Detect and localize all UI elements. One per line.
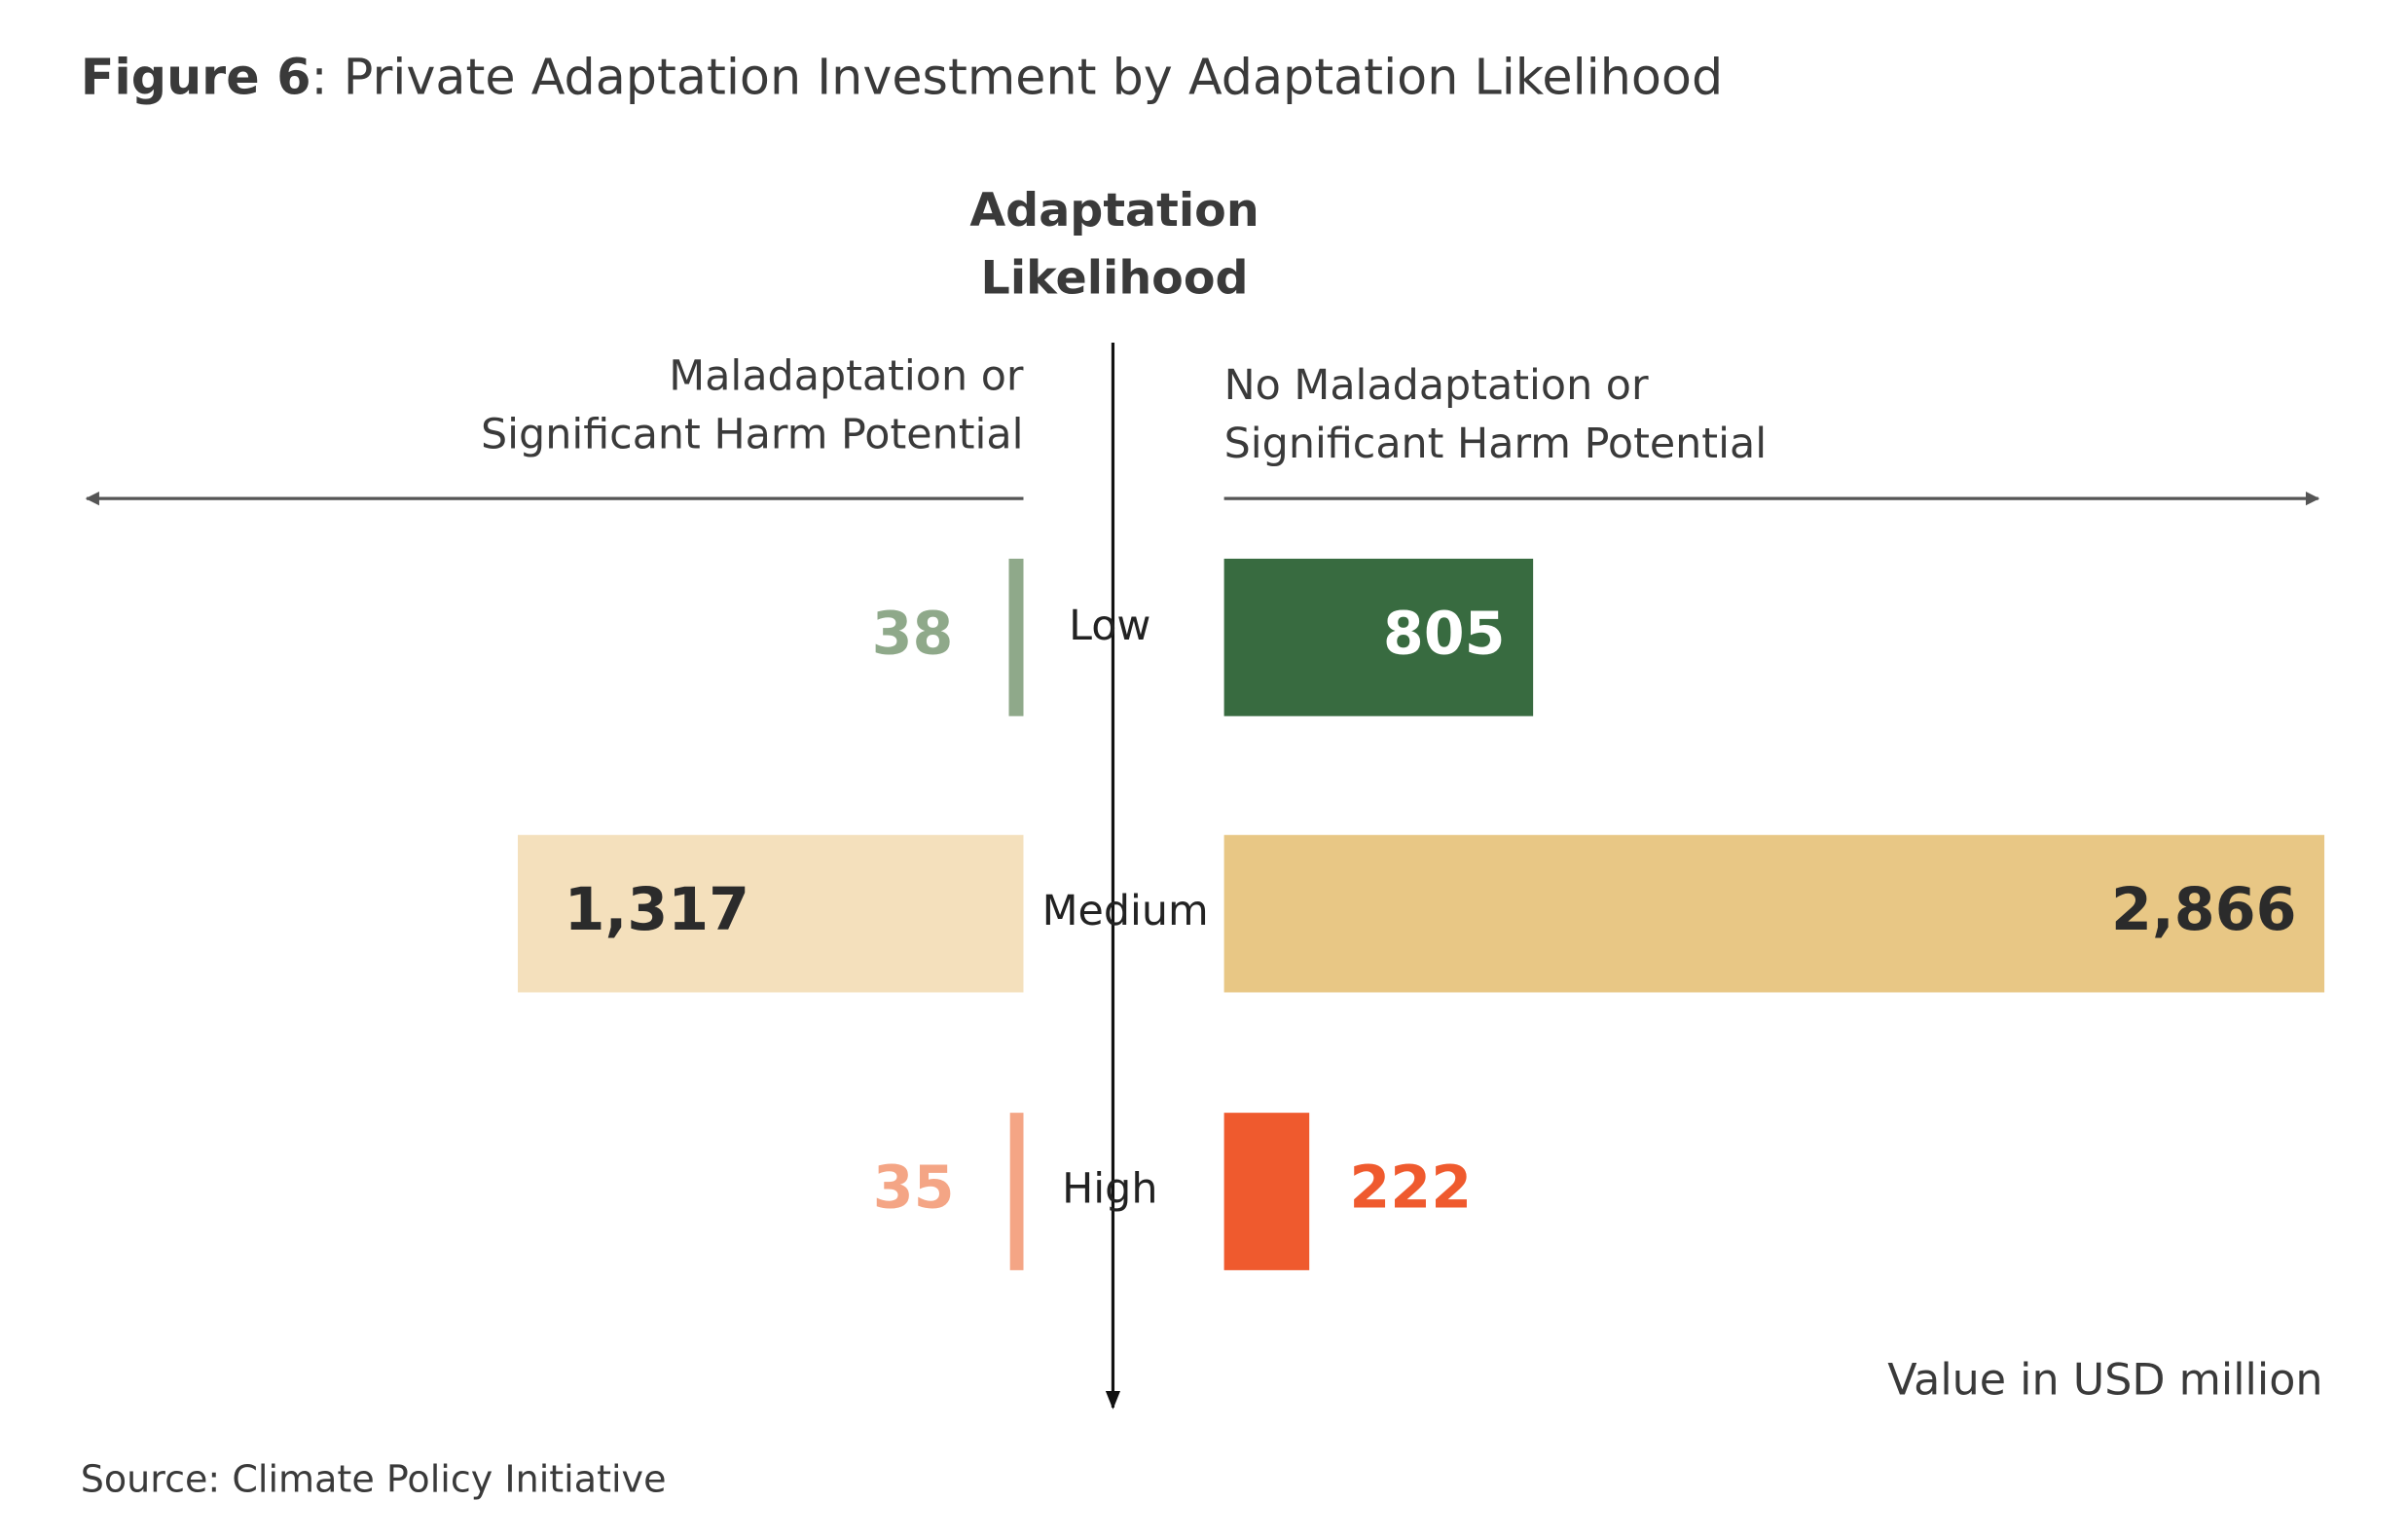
value-label: 805	[1383, 600, 1506, 668]
value-label: 35	[873, 1154, 955, 1223]
title-prefix: Figure 6	[81, 48, 311, 105]
legend-entry: Maladaptation or Significant Harm Potenti…	[481, 351, 1024, 458]
value-label: 222	[1349, 1154, 1472, 1223]
unit-note: Value in USD million	[1887, 1356, 2322, 1406]
axis-title: Adaptation Likelihood	[969, 184, 1259, 306]
category-label: Medium	[1042, 887, 1209, 935]
value-label: 38	[872, 600, 954, 668]
axis-title-line: Adaptation	[969, 184, 1259, 238]
legend-line: Significant Harm Potential	[1224, 420, 1768, 468]
legend-entry: No Maladaptation or Significant Harm Pote…	[1224, 360, 1768, 467]
value-label: 2,866	[2111, 876, 2297, 944]
bar	[1223, 834, 2325, 993]
bar	[1223, 558, 1534, 716]
bar	[1223, 1113, 1310, 1270]
bar	[518, 834, 1024, 993]
title-rest: : Private Adaptation Investment by Adapt…	[311, 48, 1724, 105]
value-label: 1,317	[565, 876, 750, 944]
chart-title: Figure 6: Private Adaptation Investment …	[81, 48, 1723, 105]
legend-line: No Maladaptation or	[1224, 360, 1649, 409]
source-note: Source: Climate Policy Initiative	[81, 1458, 667, 1501]
legend-line: Maladaptation or	[669, 351, 1024, 400]
axis-title-line: Likelihood	[981, 252, 1249, 306]
category-label: Low	[1069, 602, 1150, 650]
bar	[1009, 1113, 1024, 1270]
bar	[1008, 558, 1024, 716]
legend-line: Significant Harm Potential	[481, 410, 1024, 458]
category-label: High	[1062, 1165, 1157, 1214]
